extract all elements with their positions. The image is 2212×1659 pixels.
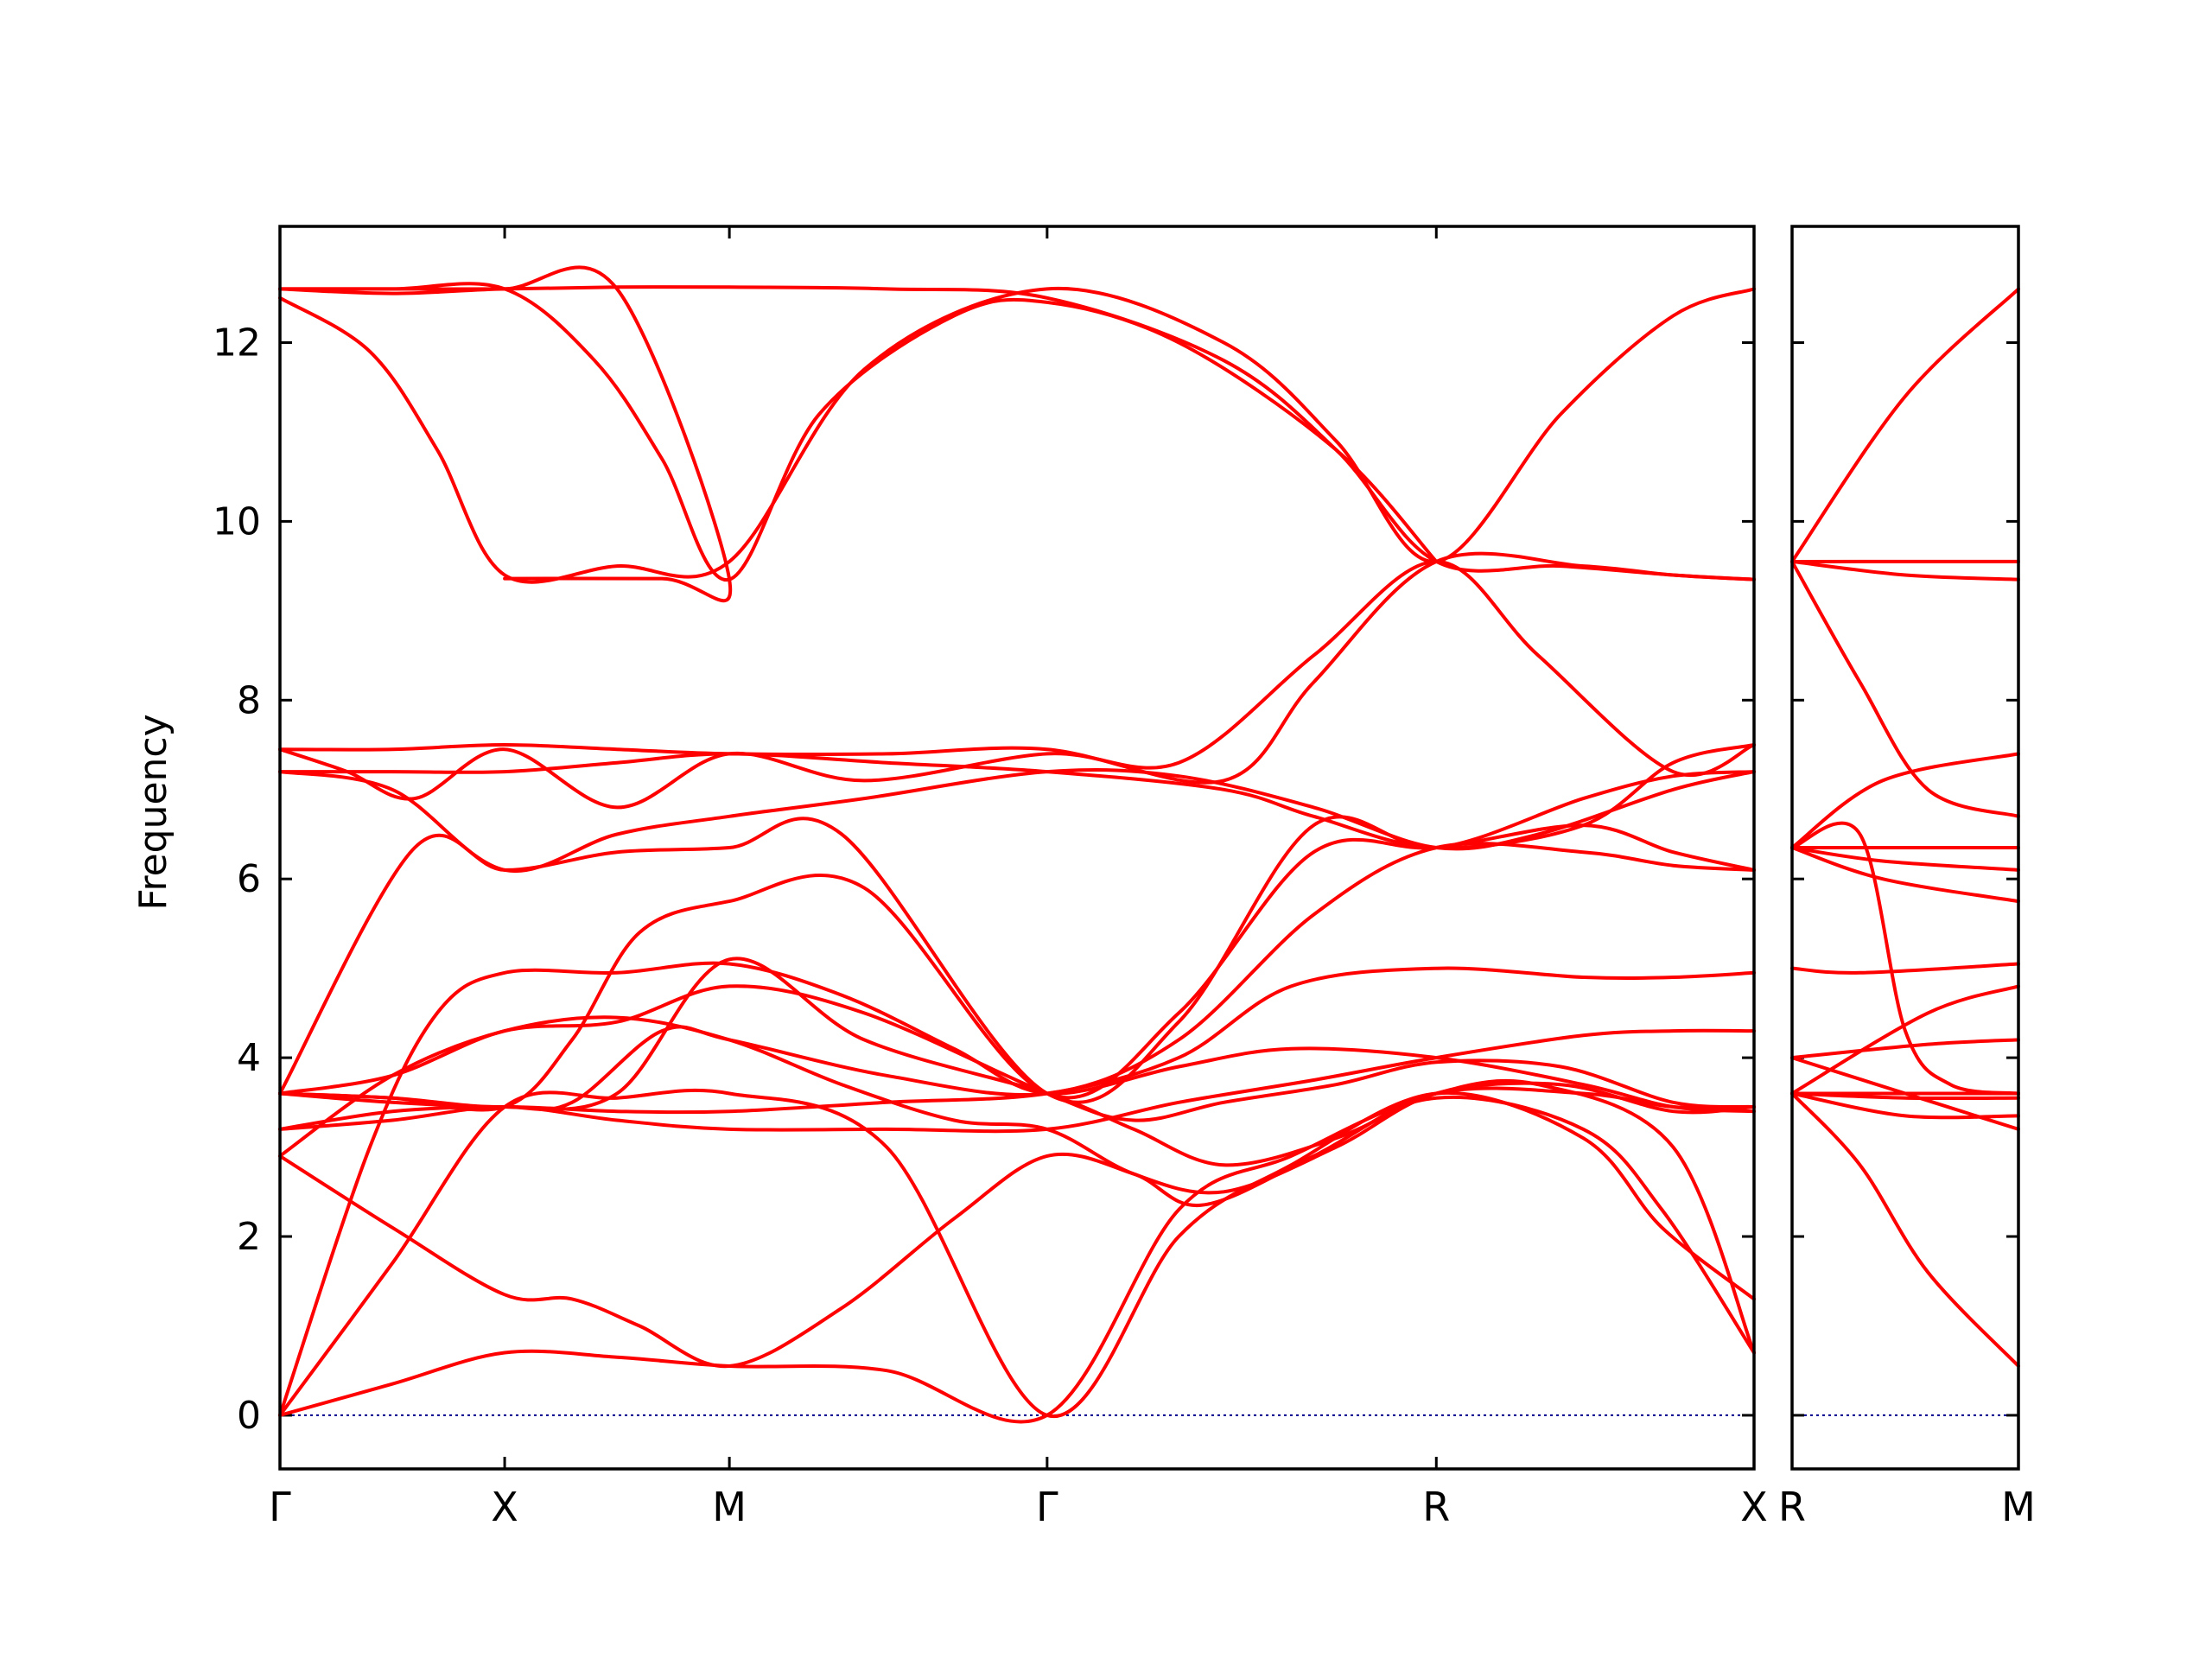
band-line-b4	[278, 1086, 1756, 1369]
band-line-s14	[1790, 559, 2020, 818]
band-line-b15	[278, 559, 1756, 810]
band-line-b14	[278, 743, 1756, 850]
band-line-s6	[1790, 1038, 2020, 1060]
x-tick-label: Γ	[1036, 1484, 1058, 1530]
y-tick-label: 4	[237, 1036, 261, 1080]
band-line-b10	[278, 770, 1756, 1104]
band-line-s7	[1790, 1056, 2020, 1131]
band-line-b16	[278, 551, 1756, 785]
x-tick-label: R	[1778, 1484, 1806, 1530]
band-line-s9	[1790, 846, 2020, 904]
band-line-s17	[1790, 287, 2020, 563]
band-line-s13	[1790, 752, 2020, 849]
band-line-s10	[1790, 846, 2020, 872]
plot-frame	[278, 225, 1756, 1471]
band-line-b20	[278, 265, 733, 603]
y-tick-label: 8	[237, 678, 261, 722]
x-tick-label: M	[712, 1484, 747, 1530]
y-tick-label: 10	[213, 499, 261, 543]
band-line-b13	[278, 767, 1756, 874]
band-line-s12	[1790, 821, 2020, 1096]
y-tick-label: 2	[237, 1215, 261, 1259]
x-tick-label: M	[2001, 1484, 2036, 1530]
band-line-s5	[1790, 984, 2020, 1096]
band-line-b9	[278, 823, 1756, 1112]
band-line-b17	[278, 286, 1756, 584]
y-tick-label: 6	[237, 857, 261, 901]
band-line-s2	[1790, 1091, 2020, 1120]
band-line-b2	[278, 1088, 1756, 1419]
band-line-b19	[278, 282, 1439, 582]
panel-main: 0 2 4 6 8 10 12 Γ X M Γ R X	[213, 225, 1768, 1530]
band-line-s15	[1790, 559, 2020, 582]
plot-frame	[1790, 225, 2020, 1471]
band-line-s1	[1790, 1091, 2020, 1368]
x-tick-label: X	[1740, 1484, 1768, 1530]
x-tick-label: X	[491, 1484, 518, 1530]
band-line-b12	[278, 957, 1756, 1355]
band-line-b7	[278, 966, 1756, 1131]
band-line-b11	[278, 984, 1756, 1122]
y-axis-label: Frequency	[131, 714, 175, 910]
band-line-b18	[278, 285, 1756, 582]
y-tick-label: 12	[213, 321, 261, 365]
y-tick-label: 0	[237, 1394, 261, 1438]
band-line-s8	[1790, 962, 2020, 975]
x-tick-label: Γ	[269, 1484, 291, 1530]
band-line-b1	[278, 1095, 1756, 1424]
band-line-b3	[278, 961, 1756, 1417]
x-tick-label: R	[1422, 1484, 1450, 1530]
